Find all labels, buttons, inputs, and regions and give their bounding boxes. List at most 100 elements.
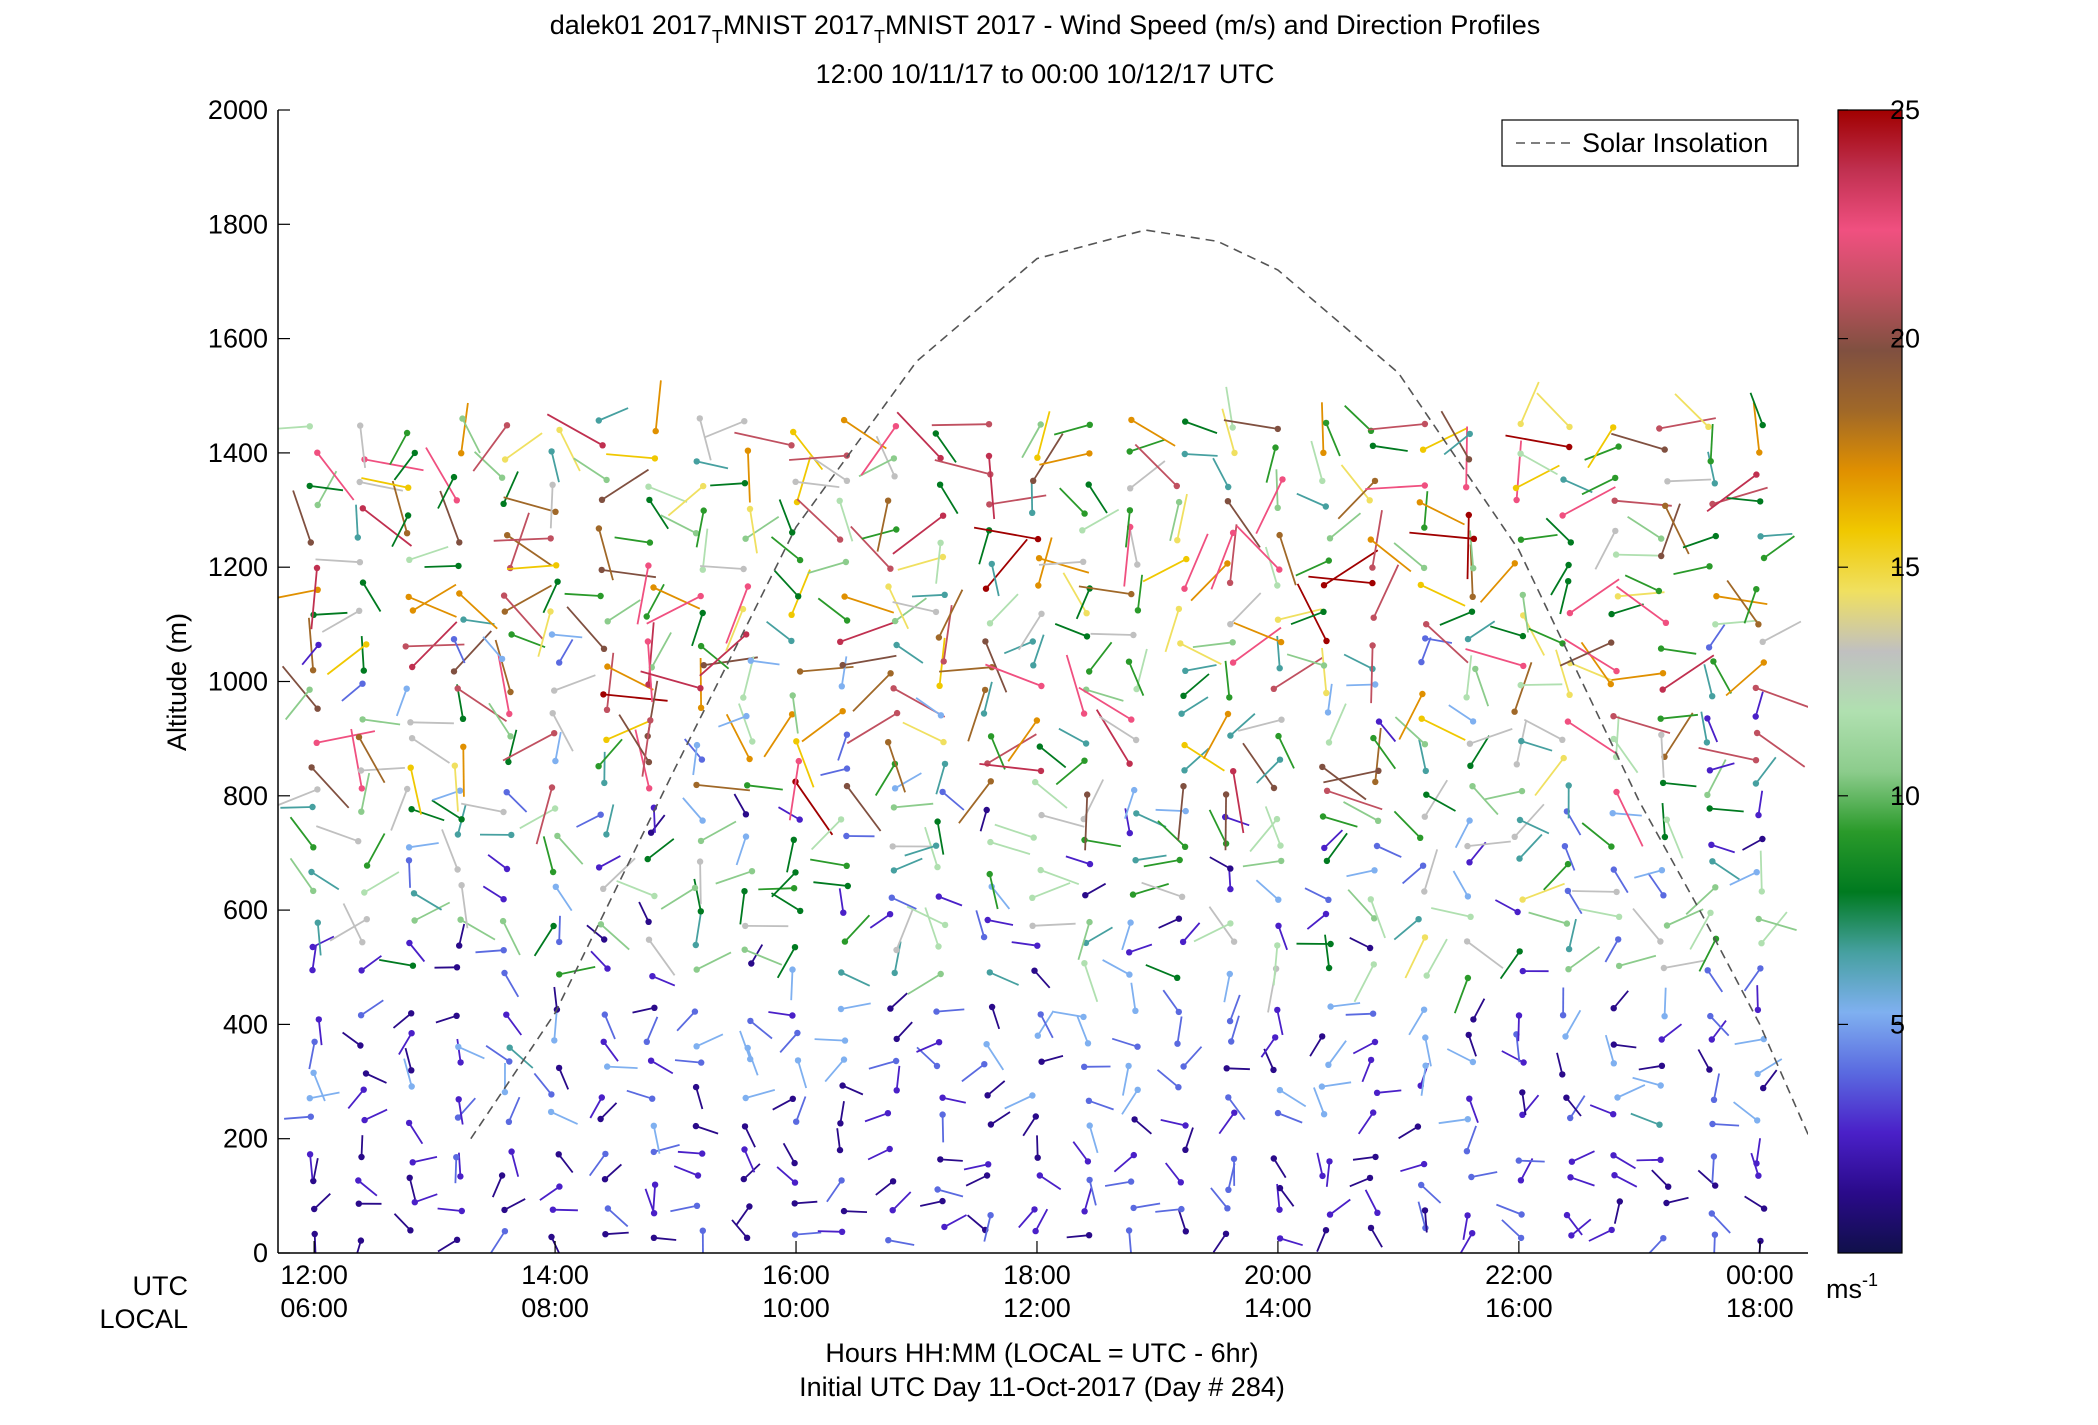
wind-barb-point <box>1278 716 1285 723</box>
wind-barb <box>537 611 552 657</box>
wind-barb-point <box>890 804 898 811</box>
wind-barb <box>1521 594 1529 633</box>
wind-barb <box>461 418 481 454</box>
wind-barb-point <box>1708 1036 1716 1043</box>
wind-barb <box>457 687 508 722</box>
wind-barb-point <box>1031 1206 1038 1213</box>
wind-barb-point <box>456 590 463 597</box>
x-tick-label-local: 16:00 <box>1485 1293 1553 1323</box>
wind-barb <box>989 593 1019 624</box>
wind-barb-point <box>981 686 989 694</box>
wind-barb <box>1169 501 1180 542</box>
wind-barb-point <box>1608 1226 1615 1234</box>
wind-barb <box>941 1114 945 1143</box>
wind-barb-point <box>1038 610 1045 617</box>
wind-barb <box>744 1126 756 1148</box>
wind-barb <box>1129 460 1166 490</box>
wind-barb <box>1088 1179 1097 1206</box>
wind-barb-point <box>937 970 944 978</box>
wind-barb <box>1155 1208 1182 1213</box>
wind-barb <box>1409 531 1474 540</box>
wind-barb-point <box>1421 420 1429 428</box>
wind-barb <box>772 1098 794 1111</box>
wind-barb <box>961 1063 985 1083</box>
wind-barb-point <box>794 1057 802 1064</box>
colorbar-tick-label: 5 <box>1890 1009 1905 1039</box>
wind-barb <box>893 802 934 809</box>
wind-barb-point <box>984 1092 991 1099</box>
wind-barb-point <box>1566 691 1573 698</box>
wind-barb <box>773 569 799 597</box>
wind-barb-point <box>547 1108 555 1116</box>
wind-barb <box>1078 686 1132 721</box>
local-row-label: LOCAL <box>99 1304 188 1334</box>
wind-barb-point <box>1173 482 1181 490</box>
wind-barb <box>1742 838 1763 851</box>
wind-barb <box>990 886 1011 910</box>
wind-barb <box>1520 1157 1534 1181</box>
wind-barb-point <box>1563 1094 1570 1101</box>
wind-barb-point <box>1759 638 1766 645</box>
wind-barb-point <box>1512 484 1520 492</box>
wind-barb-point <box>645 758 653 766</box>
wind-barb-point <box>1086 1122 1093 1129</box>
wind-barb <box>776 1166 796 1184</box>
wind-barb-point <box>1038 682 1045 690</box>
wind-barb <box>696 951 732 971</box>
wind-barb-point <box>1375 767 1382 774</box>
wind-barb-point <box>1710 1096 1718 1104</box>
wind-barb-point <box>405 1119 413 1127</box>
wind-barb-point <box>456 942 463 949</box>
wind-barb-point <box>1274 425 1282 433</box>
wind-barb-point <box>307 1113 314 1120</box>
wind-barb <box>1113 1154 1135 1173</box>
wind-barb <box>1232 626 1282 664</box>
wind-barb <box>1521 740 1553 752</box>
wind-barb <box>1277 608 1322 621</box>
wind-barb-point <box>934 863 941 871</box>
wind-barb <box>1088 1099 1114 1111</box>
wind-barb <box>778 499 794 533</box>
wind-barb <box>892 1191 912 1211</box>
wind-barb-point <box>1224 498 1232 505</box>
wind-barb-point <box>508 1148 515 1155</box>
wind-barb <box>1536 392 1571 428</box>
wind-barb <box>604 1163 623 1180</box>
wind-barb <box>1321 647 1328 694</box>
wind-barb <box>1210 532 1234 590</box>
wind-barb <box>1659 417 1716 430</box>
wind-barb <box>1556 1052 1564 1075</box>
wind-barb-point <box>1276 1086 1284 1094</box>
wind-barb <box>1471 1171 1498 1178</box>
wind-barb-point <box>599 442 606 449</box>
wind-barb-point <box>1709 693 1716 700</box>
wind-barb-point <box>1423 972 1430 979</box>
x-tick-label-utc: 16:00 <box>762 1260 830 1290</box>
wind-barb-point <box>1178 893 1186 900</box>
wind-barb-point <box>1181 450 1189 458</box>
wind-barb <box>824 1059 845 1083</box>
wind-barb <box>1075 588 1091 620</box>
wind-barb-point <box>501 1206 508 1214</box>
wind-barb-point <box>603 476 610 484</box>
wind-barb-point <box>892 1057 900 1065</box>
wind-barb-point <box>1128 716 1135 723</box>
wind-barb-point <box>836 536 844 543</box>
wind-barb-point <box>308 868 315 876</box>
wind-barb <box>1754 691 1764 717</box>
wind-barb <box>1423 491 1429 528</box>
wind-barb-point <box>1272 444 1279 451</box>
wind-barb-point <box>407 1227 414 1234</box>
wind-barb-point <box>650 584 657 591</box>
wind-barb <box>505 1014 523 1036</box>
wind-barb <box>408 842 439 849</box>
wind-barb-point <box>458 816 465 823</box>
wind-barb <box>1122 1065 1130 1096</box>
wind-barb <box>817 1230 843 1233</box>
wind-barb-point <box>1612 551 1620 558</box>
x-axis-label-day: Initial UTC Day 11-Oct-2017 (Day # 284) <box>799 1372 1285 1402</box>
wind-barb-point <box>890 685 897 692</box>
wind-barb-point <box>1516 816 1524 824</box>
wind-barb-point <box>1224 560 1231 567</box>
